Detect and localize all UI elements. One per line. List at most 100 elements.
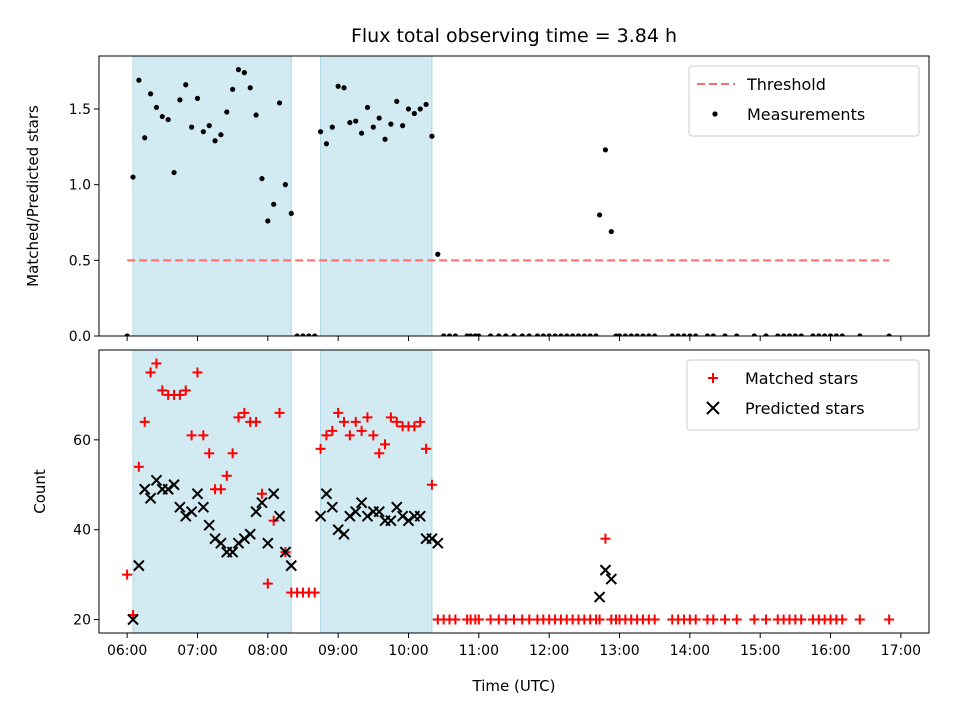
predicted-star-marker: [285, 559, 297, 572]
matched-star-marker: [796, 614, 807, 625]
predicted-star-stroke-b: [285, 559, 297, 572]
x-tick-label: 08:00: [248, 643, 288, 659]
y-tick-label: 1.5: [69, 102, 91, 118]
matched-star-marker: [344, 430, 355, 441]
measurement-point: [206, 123, 212, 129]
matched-star-marker: [186, 430, 197, 441]
matched-star-marker: [151, 358, 162, 369]
measurement-point: [511, 333, 517, 336]
measurement-point: [587, 333, 593, 336]
measurement-point: [394, 98, 400, 105]
matched-star-marker: [690, 614, 701, 625]
predicted-star-marker: [133, 559, 145, 572]
matched-star-marker: [262, 578, 273, 589]
legend-label: Predicted stars: [745, 399, 865, 418]
predicted-star-stroke-b: [144, 492, 157, 504]
measurement-point: [503, 333, 509, 336]
matched-star-marker: [133, 461, 144, 472]
matched-star-marker: [174, 389, 185, 400]
predicted-star-marker: [256, 497, 268, 509]
x-tick-label: 10:00: [388, 643, 428, 659]
predicted-star-marker: [174, 501, 186, 513]
predicted-star-stroke-b: [209, 532, 221, 545]
measurement-point: [341, 85, 347, 91]
legend-label: Matched stars: [745, 369, 858, 388]
measurement-point: [218, 132, 224, 138]
x-tick-label: 12:00: [529, 643, 569, 659]
predicted-star-stroke-b: [127, 613, 139, 626]
measurement-point: [581, 333, 587, 336]
matched-star-marker: [339, 416, 350, 427]
predicted-star-marker: [150, 474, 163, 486]
measurement-point: [388, 121, 394, 127]
predicted-star-stroke-b: [226, 546, 239, 558]
measurement-point: [276, 100, 283, 106]
predicted-star-stroke-b: [426, 532, 438, 545]
x-tick-label: 16:00: [810, 643, 850, 659]
shaded-interval-2: [320, 56, 433, 336]
matched-star-marker: [180, 385, 191, 396]
axes-frame: [98, 349, 930, 634]
measurement-point: [183, 82, 189, 88]
matched-star-marker: [380, 439, 391, 450]
measurement-point: [628, 333, 634, 336]
predicted-star-stroke-b: [385, 514, 397, 527]
predicted-star-stroke-b: [197, 501, 210, 513]
measurement-point: [241, 70, 247, 76]
predicted-star-marker: [250, 506, 262, 518]
predicted-star-stroke-b: [355, 497, 368, 509]
measurement-point: [608, 228, 614, 235]
measurement-point: [300, 333, 306, 336]
x-tick-label: 14:00: [670, 643, 710, 659]
measurement-point: [687, 333, 693, 336]
measurement-point: [142, 135, 148, 141]
predicted-star-stroke-b: [326, 501, 338, 513]
predicted-star-marker: [391, 501, 403, 513]
y-axis-label: Matched/Predicted stars: [24, 105, 42, 287]
matched-star-marker: [649, 614, 660, 625]
matched-star-marker: [837, 614, 848, 625]
matched-star-marker: [594, 614, 605, 625]
y-tick-label: 20: [73, 613, 91, 629]
measurement-point: [423, 101, 429, 108]
matched-star-marker: [749, 614, 760, 625]
measurement-point: [353, 118, 359, 124]
measurement-point: [652, 333, 658, 336]
predicted-star-stroke-b: [373, 506, 385, 518]
x-tick-label: 07:00: [177, 643, 217, 659]
matched-star-marker: [221, 470, 232, 481]
predicted-star-marker: [355, 497, 368, 509]
predicted-star-stroke-b: [273, 510, 286, 522]
predicted-star-marker: [350, 506, 362, 518]
measurement-point: [317, 129, 324, 135]
predicted-star-stroke-b: [185, 506, 198, 518]
shaded-interval-2: [320, 350, 433, 633]
plot-area: [122, 350, 895, 633]
measurement-point: [763, 333, 769, 336]
matched-star-marker: [421, 443, 432, 454]
measurement-point: [400, 123, 406, 129]
predicted-star-marker: [185, 506, 198, 518]
predicted-star-marker: [338, 528, 350, 540]
matched-star-marker: [884, 614, 895, 625]
predicted-star-stroke-b: [139, 483, 151, 495]
predicted-star-stroke-b: [191, 488, 204, 500]
matched-star-marker: [256, 488, 267, 499]
predicted-star-marker: [262, 537, 274, 549]
measurement-point: [435, 251, 441, 257]
measurement-point: [189, 124, 195, 130]
predicted-star-stroke-b: [203, 519, 215, 531]
predicted-star-stroke-b: [262, 537, 274, 549]
measurement-point: [288, 210, 294, 217]
measurement-point: [681, 333, 687, 336]
measurement-point: [253, 112, 259, 118]
measurement-point: [312, 333, 318, 336]
measurement-point: [306, 333, 312, 336]
predicted-star-marker: [144, 492, 157, 504]
measurement-point: [411, 110, 417, 117]
matched-star-marker: [854, 614, 865, 625]
measurement-point: [446, 333, 453, 336]
measurement-point: [693, 333, 699, 336]
predicted-star-stroke-b: [133, 559, 145, 572]
measurement-point: [593, 333, 599, 336]
